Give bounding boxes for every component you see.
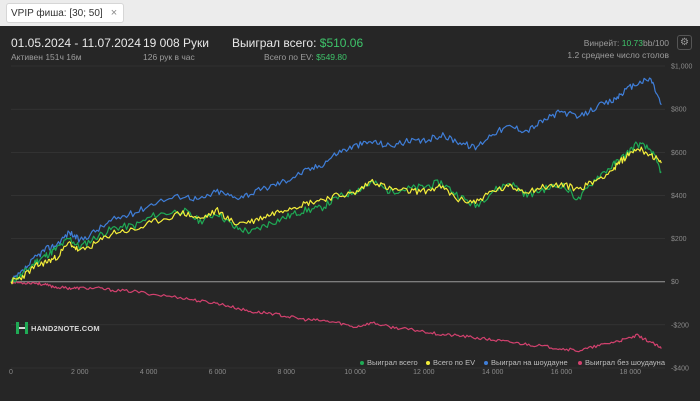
- y-tick-label: $1,000: [671, 64, 693, 71]
- x-tick-label: 0: [9, 369, 13, 376]
- avg-tables: 1.2 среднее число столов: [567, 50, 669, 60]
- ev-total: Всего по EV: $549.80: [264, 52, 347, 62]
- legend-showdown[interactable]: Выиграл на шоудауне: [484, 358, 568, 367]
- close-icon[interactable]: ×: [110, 7, 118, 19]
- tab-vpip-filter[interactable]: VPIP фиша: [30; 50] ×: [6, 3, 125, 23]
- series-line-showdown: [10, 77, 662, 282]
- x-tick-label: 14 000: [482, 369, 504, 376]
- tab-bar: VPIP фиша: [30; 50] ×: [0, 0, 700, 26]
- ev-total-value: $549.80: [316, 52, 347, 62]
- active-time: Активен 151ч 16м: [11, 52, 82, 62]
- chart-grid: [11, 65, 665, 369]
- logo-icon: [16, 322, 28, 334]
- x-tick-label: 16 000: [551, 369, 573, 376]
- legend-ev[interactable]: Всего по EV: [426, 358, 475, 367]
- x-tick-label: 12 000: [413, 369, 435, 376]
- won-total-value: $510.06: [319, 36, 364, 50]
- y-tick-label: $400: [671, 193, 687, 200]
- legend-dot: [360, 360, 364, 365]
- graph-panel: 01.05.2024 - 11.07.2024 Активен 151ч 16м…: [0, 26, 700, 401]
- y-tick-label: -$200: [671, 322, 689, 329]
- hand2note-logo: HAND2NOTE.COM: [16, 322, 100, 334]
- x-tick-label: 6 000: [209, 369, 227, 376]
- won-total: Выиграл всего: $510.06: [232, 36, 363, 50]
- y-tick-label: $800: [671, 107, 687, 114]
- y-tick-label: $200: [671, 236, 687, 243]
- winrate-suffix: bb/100: [643, 38, 669, 48]
- y-tick-label: $0: [671, 279, 679, 286]
- hands-count: 19 008 Руки: [143, 36, 209, 50]
- winrate-value: 10.73: [621, 38, 643, 48]
- legend-label: Выиграл на шоудауне: [491, 358, 568, 367]
- winrate: Винрейт: 10.73bb/100: [584, 38, 669, 48]
- legend-dot: [426, 360, 430, 365]
- x-tick-label: 4 000: [140, 369, 158, 376]
- series-line-non_showdown: [10, 280, 662, 353]
- series-line-won: [10, 141, 662, 283]
- ev-total-label: Всего по EV:: [264, 52, 314, 62]
- x-tick-label: 2 000: [71, 369, 89, 376]
- legend-nonshowdown[interactable]: Выиграл без шоудауна: [578, 358, 665, 367]
- legend-dot: [484, 360, 488, 365]
- x-tick-label: 10 000: [344, 369, 366, 376]
- x-tick-label: 18 000: [620, 369, 642, 376]
- chart-series: [10, 77, 662, 353]
- y-axis-ticks: $1,000 $800 $600 $400 $200 $0 -$200 -$400: [671, 64, 693, 373]
- date-range: 01.05.2024 - 11.07.2024: [11, 36, 141, 50]
- logo-text: HAND2NOTE.COM: [31, 323, 100, 333]
- winrate-label: Винрейт:: [583, 38, 620, 48]
- legend-label: Всего по EV: [433, 358, 476, 367]
- y-tick-label: -$400: [671, 366, 689, 373]
- legend-won[interactable]: Выиграл всего: [360, 358, 418, 367]
- x-axis-ticks: 0 2 000 4 000 6 000 8 000 10 000 12 000 14 000 1…: [9, 369, 641, 376]
- legend-label: Выиграл без шоудауна: [585, 358, 665, 367]
- legend-label: Выиграл всего: [367, 358, 418, 367]
- tab-label: VPIP фиша: [30; 50]: [11, 7, 103, 19]
- x-tick-label: 8 000: [277, 369, 295, 376]
- series-line-ev: [10, 146, 662, 285]
- legend-dot: [578, 360, 582, 365]
- settings-icon[interactable]: ⚙: [677, 35, 692, 50]
- won-total-label: Выиграл всего:: [232, 36, 317, 50]
- y-tick-label: $600: [671, 150, 687, 157]
- hands-per-hour: 126 рук в час: [143, 52, 195, 62]
